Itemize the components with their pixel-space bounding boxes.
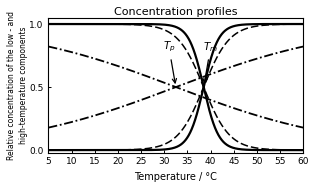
Title: Concentration profiles: Concentration profiles [114, 7, 238, 17]
Y-axis label: Relative concentration of the low - and
high-temperature components: Relative concentration of the low - and … [7, 11, 28, 160]
X-axis label: Temperature / °C: Temperature / °C [134, 172, 217, 182]
Text: $T_m$: $T_m$ [203, 40, 218, 83]
Text: $T_p$: $T_p$ [163, 40, 176, 83]
